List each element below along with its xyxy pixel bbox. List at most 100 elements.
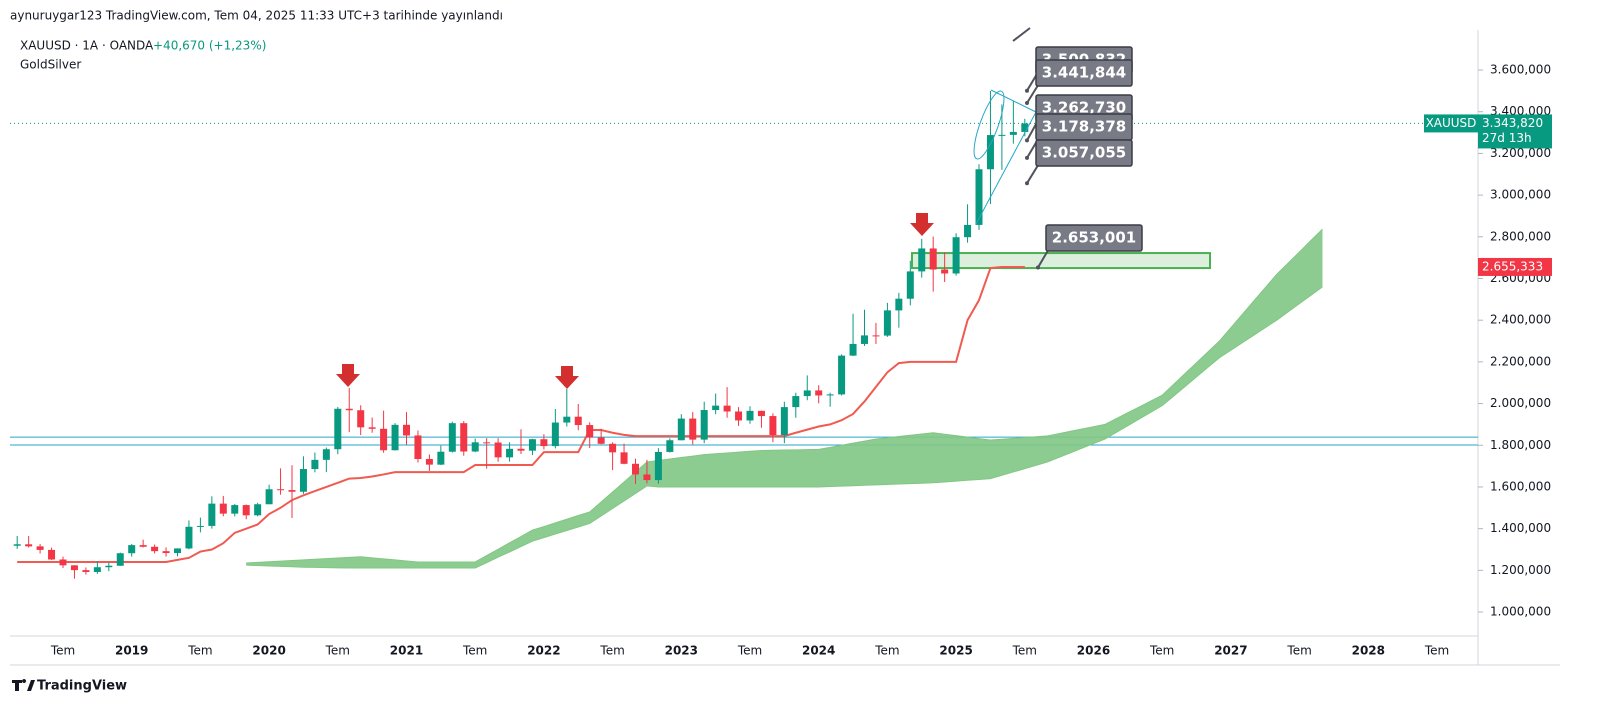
trend-line: [990, 89, 1037, 113]
y-tick-label: 2.200,000: [1490, 354, 1551, 368]
candle-body: [345, 408, 353, 411]
candle-body: [586, 425, 594, 438]
cloud-edge: [246, 286, 1323, 569]
x-tick-label: Tem: [325, 644, 350, 658]
x-tick-label: Tem: [1149, 644, 1174, 658]
candle-body: [174, 548, 181, 554]
x-tick-label: Tem: [187, 644, 212, 658]
y-tick-label: 2.400,000: [1490, 313, 1551, 327]
candle-body: [82, 570, 90, 573]
tag-point: [1025, 100, 1029, 105]
y-tick-label: 3.000,000: [1490, 188, 1551, 202]
y-tick-label: 1.600,000: [1490, 479, 1551, 493]
candle-body: [254, 504, 262, 516]
candle-body: [838, 355, 846, 395]
candle-body: [723, 405, 731, 412]
candle-body: [219, 503, 227, 514]
candle-body: [460, 423, 468, 452]
x-tick-label: 2024: [802, 644, 835, 658]
candle-body: [826, 394, 834, 396]
change-line: +40,670 (+1,23%): [153, 39, 266, 53]
tag-point: [1025, 88, 1029, 93]
candle-body: [563, 416, 571, 423]
trend-line: [975, 111, 1037, 225]
candle-body: [231, 505, 239, 514]
candle-body: [36, 546, 44, 550]
x-tick-label: 2028: [1352, 644, 1385, 658]
candle-body: [414, 435, 422, 460]
logo-text: TradingView: [37, 679, 127, 694]
candle-body: [666, 440, 674, 452]
candle-body: [929, 248, 937, 270]
drawing-line: [1012, 27, 1031, 42]
tag-point: [1025, 155, 1029, 160]
tag-box: [1035, 59, 1133, 87]
tag-label: 2.653,001: [1052, 229, 1136, 247]
tag-label: 3.178,378: [1042, 118, 1126, 136]
candle-body: [437, 451, 445, 465]
baseline-label: 2.655,333: [1482, 259, 1543, 273]
published-line: aynuruygar123 TradingView.com, Tem 04, 2…: [10, 9, 503, 23]
x-tick-label: 2027: [1214, 644, 1247, 658]
candle-body: [861, 335, 868, 344]
candle-body: [712, 405, 720, 411]
x-tick-label: 2020: [252, 644, 285, 658]
candle-body: [540, 439, 548, 447]
x-tick-label: 2026: [1077, 644, 1110, 658]
tag-point: [1025, 181, 1029, 186]
tag-box: [1045, 224, 1143, 252]
x-tick-label: Tem: [1286, 644, 1311, 658]
candle-body: [643, 474, 651, 481]
candle-body: [116, 553, 124, 566]
y-tick-label: 1.000,000: [1490, 605, 1551, 619]
candle-body: [59, 559, 67, 566]
candle-body: [906, 271, 914, 299]
candle-body: [334, 408, 342, 450]
candle-body: [93, 567, 101, 573]
x-tick-label: Tem: [1424, 644, 1449, 658]
candle-body: [151, 546, 159, 552]
background-layer: 1.000,000 1.200,000 1.400,000 1.600,000 1.80…: [10, 63, 1551, 658]
candle-body: [48, 549, 56, 560]
candle-body: [735, 411, 743, 421]
candle-body: [609, 443, 617, 453]
x-tick-label: Tem: [50, 644, 75, 658]
candle-body: [185, 526, 193, 549]
candle-body: [448, 423, 456, 452]
candle-body: [70, 565, 78, 571]
candle-body: [620, 452, 628, 464]
candle-body: [139, 545, 147, 547]
candle-body: [780, 407, 788, 436]
tag-label: 3.057,055: [1042, 144, 1126, 162]
candle-body: [242, 505, 250, 516]
y-tick-label: 1.200,000: [1490, 563, 1551, 577]
candle-body: [299, 469, 307, 492]
candle-body: [391, 424, 399, 451]
candle-body: [597, 437, 605, 444]
y-tick-label: 2.000,000: [1490, 396, 1551, 410]
candle-body: [162, 551, 170, 554]
candle-body: [13, 544, 21, 546]
candle-body: [654, 451, 662, 481]
y-tick-label: 3.200,000: [1490, 146, 1551, 160]
candle-body: [1021, 123, 1029, 132]
x-tick-label: Tem: [1012, 644, 1037, 658]
candle-body: [872, 335, 880, 337]
candle-body: [895, 298, 903, 311]
candle-body: [998, 134, 1006, 136]
x-tick-label: 2022: [527, 644, 560, 658]
candle-body: [689, 418, 697, 440]
candle-body: [265, 489, 273, 505]
candle-body: [105, 565, 113, 568]
candle-body: [746, 410, 754, 421]
candle-body: [952, 237, 960, 274]
y-tick-label: 3.600,000: [1490, 63, 1551, 77]
symbol-label: XAUUSD: [1426, 116, 1477, 130]
candle-body: [25, 544, 33, 547]
candle-body: [506, 448, 514, 458]
candle-body: [128, 545, 136, 554]
y-tick-label: 2.800,000: [1490, 229, 1551, 243]
